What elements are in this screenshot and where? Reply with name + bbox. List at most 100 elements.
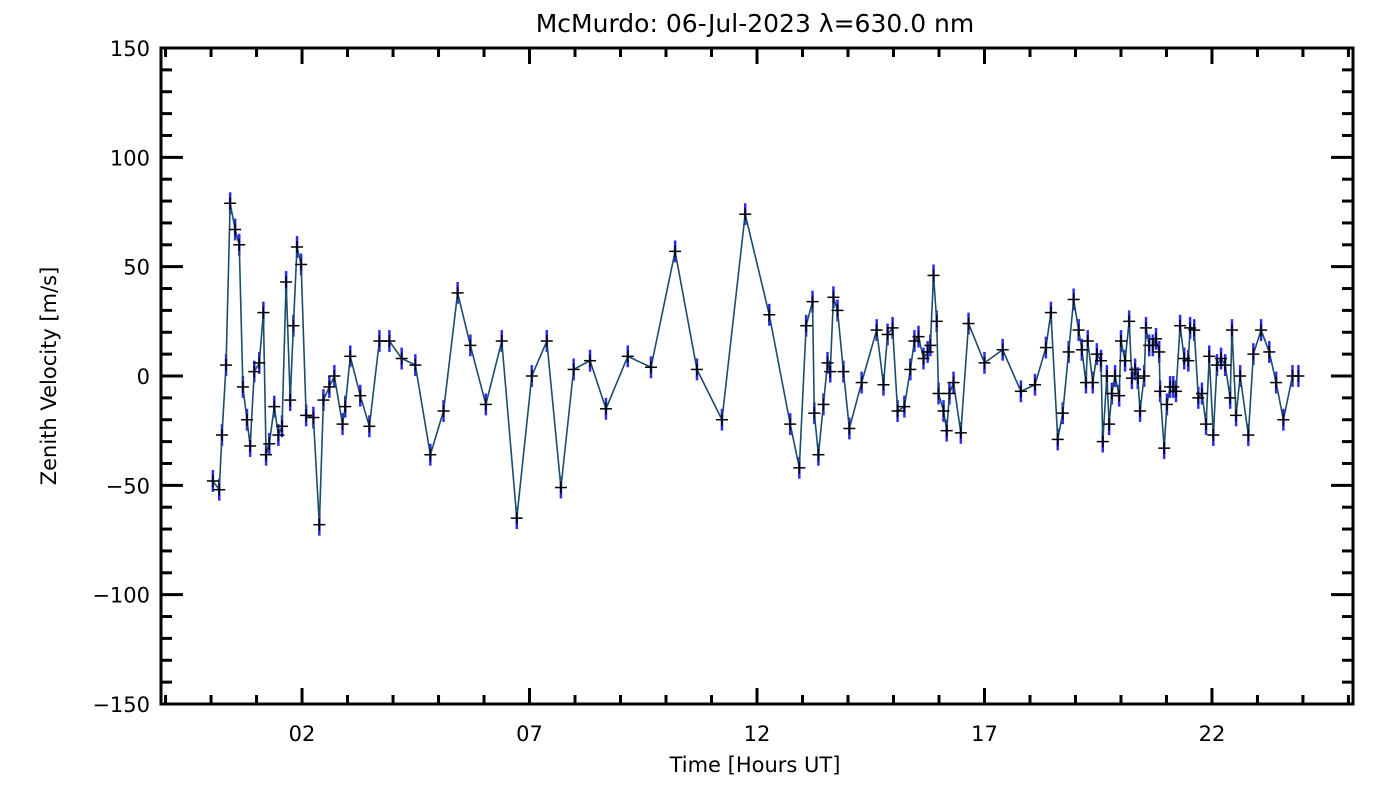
data-point-marker [1129, 363, 1142, 376]
data-point-marker [313, 518, 326, 531]
data-point-marker [793, 461, 806, 474]
data-point-marker [978, 356, 991, 369]
data-point-marker [1094, 354, 1107, 367]
data-point-marker [855, 376, 868, 389]
data-point-marker [800, 319, 813, 332]
x-tick-label: 17 [971, 722, 998, 746]
data-point-marker [870, 324, 883, 337]
data-point-marker [947, 376, 960, 389]
data-point-marker [323, 380, 336, 393]
data-point-marker [268, 400, 281, 413]
data-point-marker [383, 335, 396, 348]
data-point-marker [1247, 348, 1260, 361]
data-point-marker [821, 356, 834, 369]
data-point-marker [1170, 385, 1183, 398]
data-point-marker [1182, 354, 1195, 367]
data-point-marker [739, 208, 752, 221]
data-point-marker [300, 409, 313, 422]
data-point-marker [1154, 385, 1167, 398]
data-point-marker [354, 389, 367, 402]
data-point-marker [1075, 343, 1088, 356]
data-point-marker [1150, 332, 1163, 345]
data-point-marker [669, 245, 682, 258]
data-point-marker [1146, 339, 1159, 352]
data-point-marker [1174, 319, 1187, 332]
data-point-marker [272, 429, 285, 442]
data-point-marker [817, 398, 830, 411]
data-point-marker [930, 315, 943, 328]
data-point-marker [1270, 376, 1283, 389]
data-point-marker [1014, 385, 1027, 398]
data-point-marker [827, 291, 840, 304]
data-point-marker [291, 240, 304, 253]
data-point-marker [881, 328, 894, 341]
data-point-marker [1072, 324, 1085, 337]
data-point-marker [1114, 335, 1127, 348]
data-point-marker [1131, 372, 1144, 385]
data-point-marker [812, 448, 825, 461]
data-point-marker [1119, 354, 1132, 367]
data-point-marker [924, 339, 937, 352]
data-point-marker [206, 474, 219, 487]
data-point-marker [248, 365, 261, 378]
data-point-marker [295, 258, 308, 271]
data-point-marker [1123, 315, 1136, 328]
data-point-marker [644, 361, 657, 374]
x-axis-label: Time [Hours UT] [669, 753, 841, 777]
data-point-marker [1139, 321, 1152, 334]
data-point-marker [1263, 345, 1276, 358]
data-point-marker [540, 335, 553, 348]
data-point-marker [328, 370, 341, 382]
y-tick-label: 150 [110, 37, 150, 61]
axes: 02 07 12 17 22 −150 −100 −50 0 50 100 150 [92, 37, 1355, 746]
data-point-marker [1105, 387, 1118, 400]
data-point-marker [912, 330, 925, 343]
data-point-marker [1277, 413, 1290, 426]
data-point-marker [224, 197, 237, 210]
x-tick-label: 12 [744, 722, 771, 746]
data-point-marker [917, 352, 930, 365]
y-tick-label: −150 [92, 693, 150, 717]
data-point-marker [1153, 345, 1166, 358]
data-point-marker [932, 387, 945, 400]
data-point-marker [253, 356, 266, 369]
data-point-marker [943, 387, 956, 400]
data-point-marker [307, 411, 320, 424]
data-point-marker [1224, 391, 1237, 404]
y-tick-label: 0 [137, 365, 150, 389]
data-point-marker [260, 448, 273, 461]
data-point-marker [1096, 435, 1109, 448]
data-point-marker [424, 448, 437, 461]
data-point-marker [877, 378, 890, 391]
data-point-marker [1090, 348, 1103, 361]
data-point-marker [1158, 442, 1171, 455]
data-point-marker [1134, 404, 1147, 417]
data-point-marker [690, 363, 703, 376]
data-point-marker [715, 413, 728, 426]
x-tick-label: 22 [1199, 722, 1226, 746]
data-point-marker [937, 404, 950, 417]
data-point-marker [1067, 293, 1080, 306]
data-point-marker [808, 407, 821, 420]
data-point-marker [336, 418, 349, 431]
data-point-marker [843, 422, 856, 435]
data-point-marker [886, 321, 899, 334]
data-point-marker [287, 319, 300, 332]
data-point-marker [1160, 398, 1173, 411]
data-point-marker [451, 286, 464, 299]
data-point-marker [495, 335, 508, 348]
data-point-marker [921, 345, 934, 358]
data-point-marker [437, 404, 450, 417]
data-point-marker [1051, 433, 1064, 446]
data-point-marker [1242, 429, 1255, 442]
data-point-marker [1219, 359, 1232, 372]
data-point-marker [784, 418, 797, 431]
data-point-marker [567, 363, 580, 376]
data-point-marker [317, 394, 330, 407]
data-point-marker [554, 481, 567, 494]
data-point-marker [831, 304, 844, 317]
data-point-marker [1056, 407, 1069, 420]
data-point-marker [284, 394, 297, 407]
y-tick-label: −100 [92, 584, 150, 608]
